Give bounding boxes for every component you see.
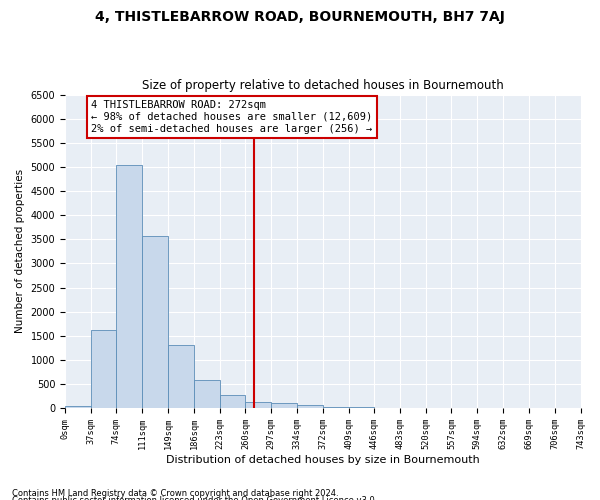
Bar — [65, 406, 91, 408]
Bar — [142, 236, 169, 408]
X-axis label: Distribution of detached houses by size in Bournemouth: Distribution of detached houses by size … — [166, 455, 479, 465]
Bar — [297, 405, 323, 408]
Bar — [323, 406, 349, 408]
Bar — [271, 403, 297, 408]
Text: Contains HM Land Registry data © Crown copyright and database right 2024.: Contains HM Land Registry data © Crown c… — [12, 488, 338, 498]
Y-axis label: Number of detached properties: Number of detached properties — [15, 170, 25, 334]
Bar — [194, 380, 220, 408]
Bar — [116, 166, 142, 408]
Title: Size of property relative to detached houses in Bournemouth: Size of property relative to detached ho… — [142, 79, 503, 92]
Bar — [220, 395, 245, 408]
Text: 4, THISTLEBARROW ROAD, BOURNEMOUTH, BH7 7AJ: 4, THISTLEBARROW ROAD, BOURNEMOUTH, BH7 … — [95, 10, 505, 24]
Text: 4 THISTLEBARROW ROAD: 272sqm
← 98% of detached houses are smaller (12,609)
2% of: 4 THISTLEBARROW ROAD: 272sqm ← 98% of de… — [91, 100, 373, 134]
Bar — [169, 345, 194, 408]
Text: Contains public sector information licensed under the Open Government Licence v3: Contains public sector information licen… — [12, 496, 377, 500]
Bar — [245, 402, 271, 408]
Bar — [91, 330, 116, 408]
